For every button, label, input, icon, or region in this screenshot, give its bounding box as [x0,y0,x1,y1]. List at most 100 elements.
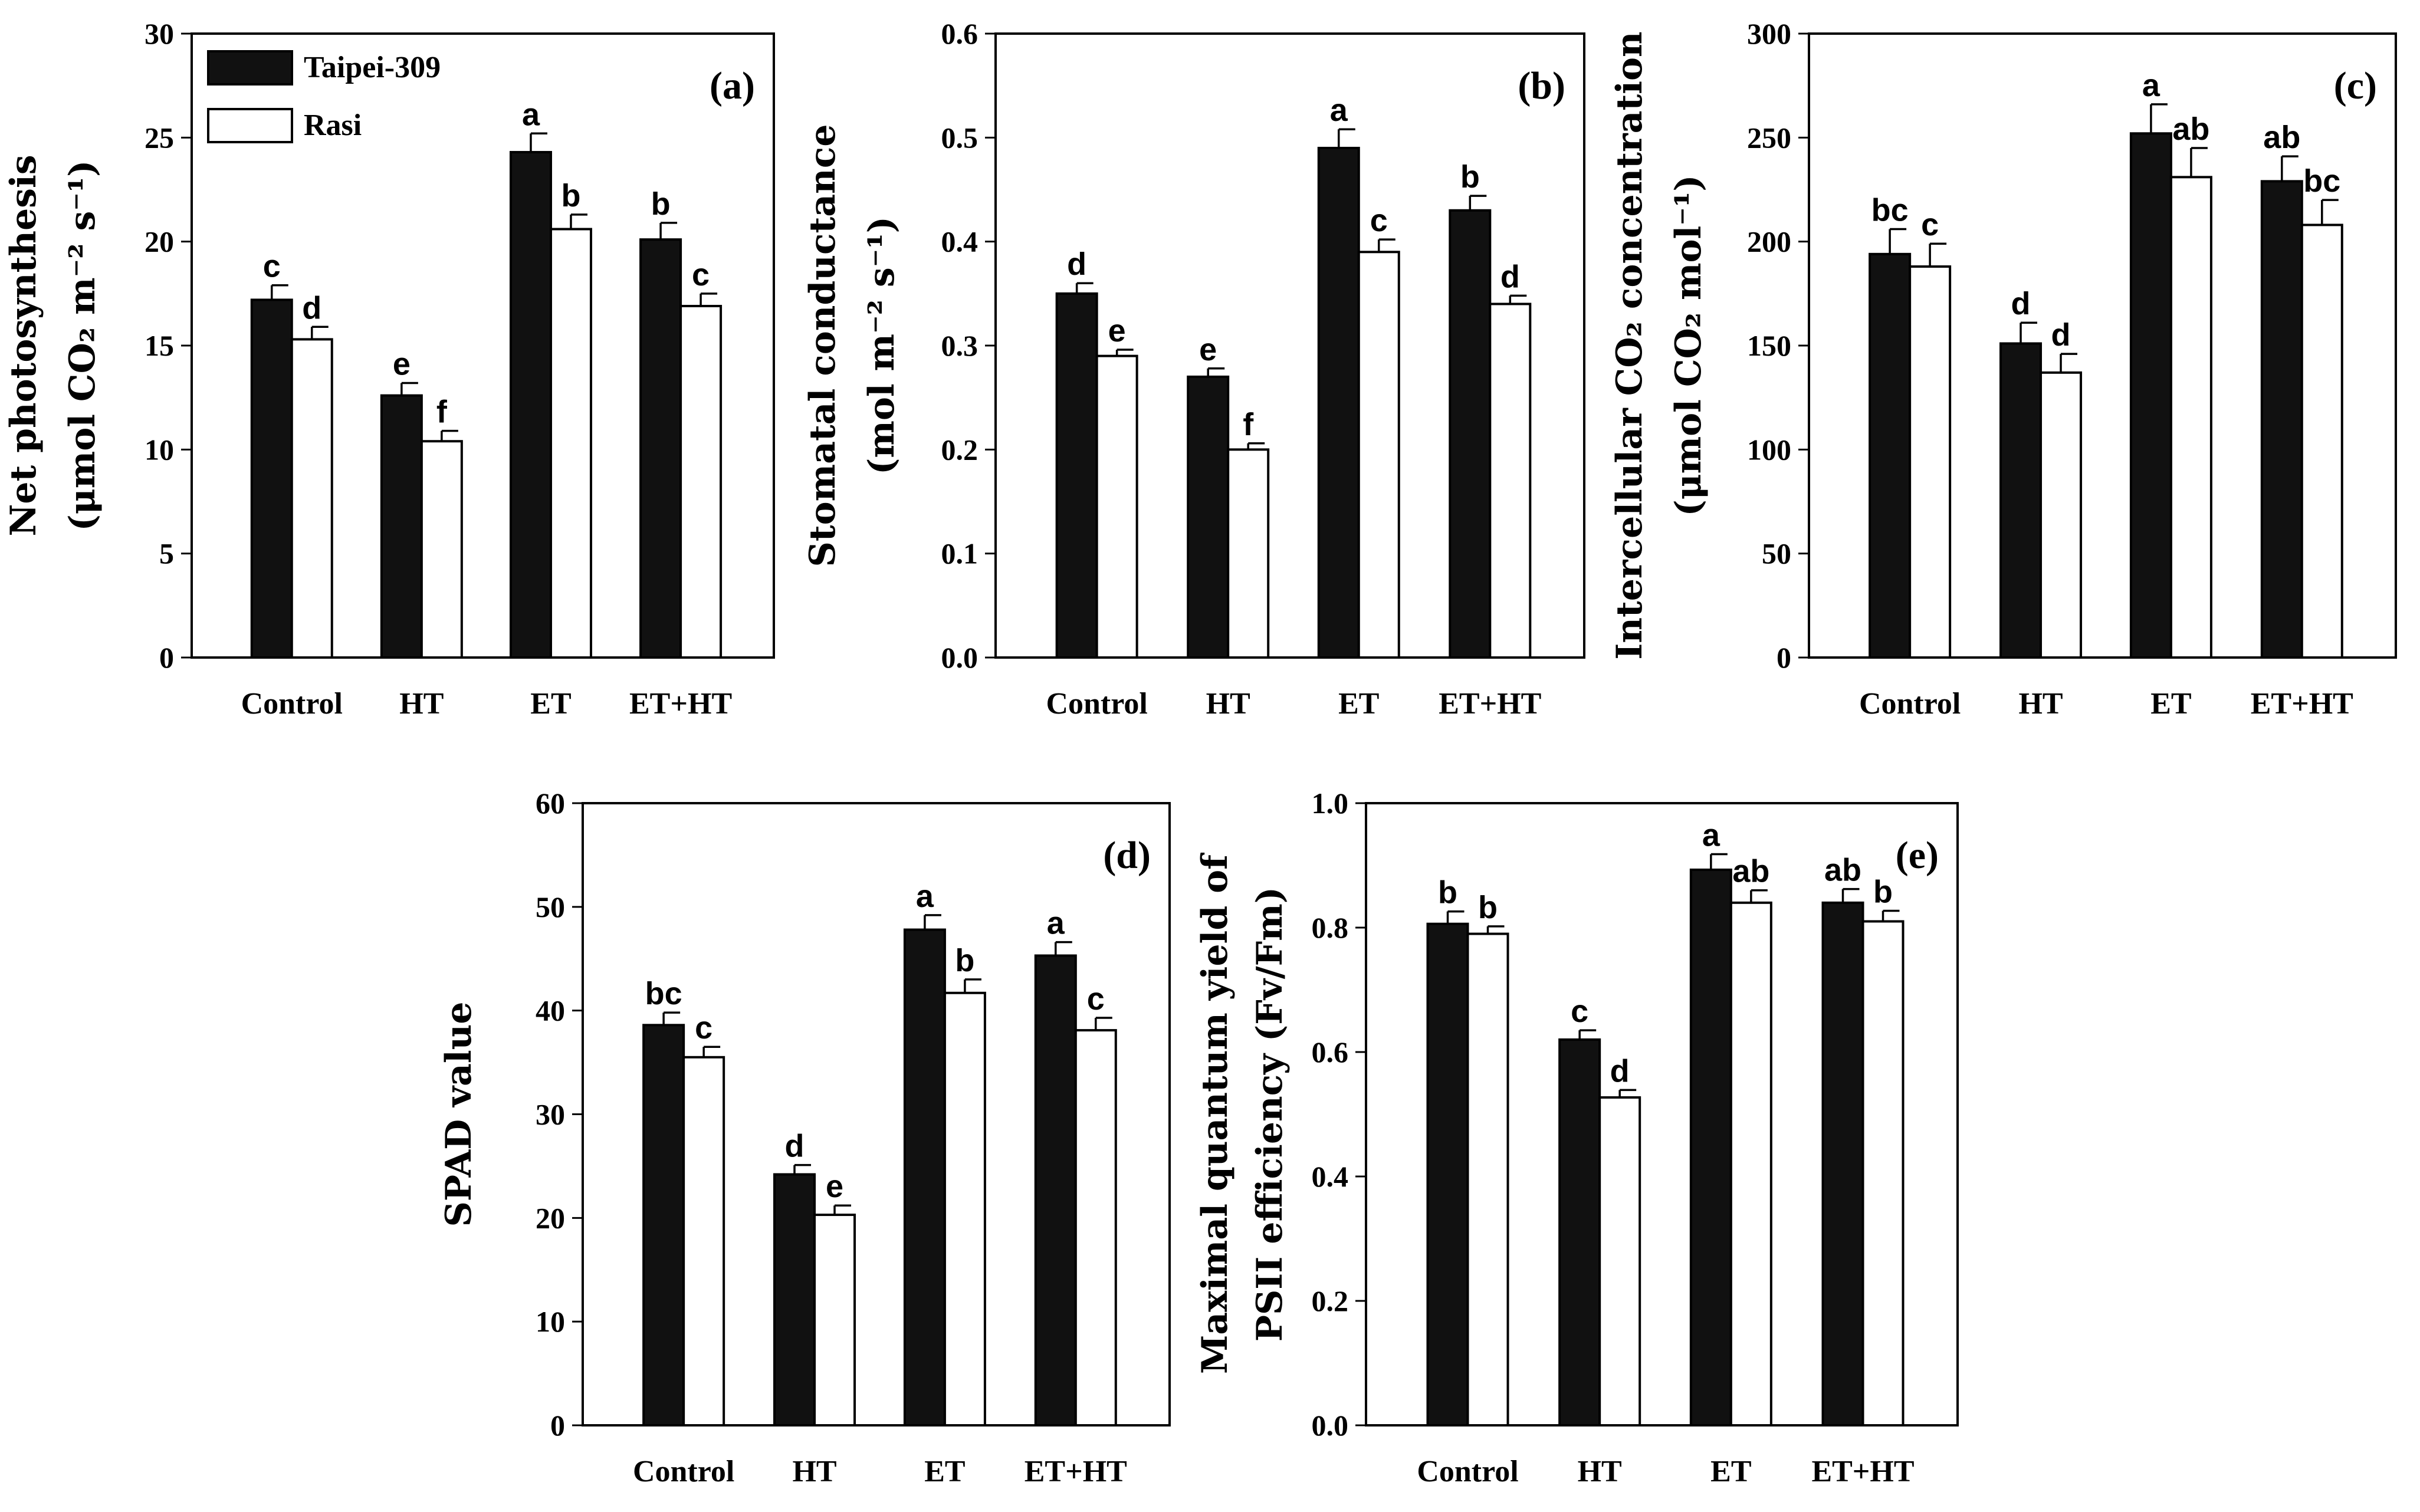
bar [682,1056,725,1426]
significance-letter: c [1370,203,1388,238]
bar [420,440,463,659]
bar [2040,371,2083,659]
bar [1489,303,1532,659]
bar [2169,176,2212,659]
y-tick-label: 300 [1747,17,1791,50]
bar [1034,954,1077,1426]
bar [1861,920,1905,1426]
bar [1869,252,1912,659]
y-axis-title: Stomatal conductance [802,124,843,567]
bar [2129,132,2172,659]
y-tick-label: 150 [1747,329,1791,362]
x-category-label: Control [1859,687,1961,721]
y-tick-label: 0.6 [941,17,978,50]
significance-letter: f [436,395,448,430]
significance-letter: a [1702,818,1720,853]
x-category-label: HT [1206,687,1250,721]
significance-letter: ab [1824,853,1861,888]
x-category-label: HT [1578,1455,1622,1488]
significance-letter: ab [2172,111,2209,147]
x-category-label: Control [1417,1455,1518,1488]
significance-letter: d [302,290,321,326]
panel-label: (a) [710,64,755,107]
y-tick-label: 0.0 [941,641,978,674]
bar [1074,1029,1117,1426]
bar [1426,922,1469,1427]
y-tick-label: 0.6 [1312,1036,1349,1069]
bar [773,1173,816,1426]
y-tick-label: 25 [145,121,174,154]
bar [943,991,986,1426]
significance-letter: e [1199,332,1217,367]
y-tick-label: 10 [536,1305,565,1338]
bar [1558,1038,1601,1426]
y-tick-label: 30 [536,1098,565,1131]
significance-letter: d [1067,246,1086,282]
y-tick-label: 30 [145,17,174,50]
y-axis-title: (μmol CO₂ mol⁻¹) [1668,175,1709,516]
y-tick-label: 250 [1747,121,1791,154]
bar [2260,180,2303,659]
significance-letter: e [826,1169,843,1204]
bar [1187,375,1230,659]
x-category-label: ET [1710,1455,1751,1488]
y-axis-title: (mol m⁻² s⁻¹) [861,216,902,475]
bar [1689,868,1732,1426]
bar [1357,251,1400,659]
bar [1729,901,1772,1427]
y-axis-title: Intercellular CO₂ concentration [1609,31,1650,659]
chart-legend: Taipei-309 Rasi [207,50,441,143]
x-category-label: ET [1338,687,1379,721]
y-tick-label: 15 [145,329,174,362]
y-tick-label: 100 [1747,433,1791,466]
bar [290,338,333,659]
panel-label: (c) [2334,64,2377,107]
significance-letter: a [916,879,934,914]
y-tick-label: 200 [1747,225,1791,258]
significance-letter: b [1460,159,1480,195]
significance-letter: d [1500,259,1520,294]
y-tick-label: 0.0 [1312,1409,1349,1442]
significance-letter: a [1330,93,1348,128]
bar [1095,354,1138,659]
significance-letter: b [561,178,580,213]
significance-letter: e [393,346,411,382]
significance-letter: d [785,1129,805,1164]
y-tick-label: 0 [1777,641,1791,674]
significance-letter: f [1243,407,1254,442]
y-tick-label: 50 [536,890,565,923]
significance-letter: b [651,186,671,222]
y-tick-label: 0.5 [941,121,978,154]
x-category-label: ET [530,687,571,721]
significance-letter: a [2142,68,2160,103]
y-axis-title: Maximal quantum yield of [1194,852,1236,1374]
plot-frame [1365,802,1959,1426]
significance-letter: bc [2303,163,2340,199]
significance-letter: c [1921,207,1939,242]
panel-label: (e) [1896,834,1939,877]
y-tick-label: 50 [1762,537,1791,570]
y-axis-title: PSII efficiency (Fv/Fm) [1249,887,1291,1342]
bar [1449,209,1492,659]
y-tick-label: 5 [159,537,174,570]
y-tick-label: 0.4 [941,225,978,258]
significance-letter: c [263,249,281,284]
significance-letter: ab [1732,854,1769,889]
y-tick-label: 0 [550,1409,565,1442]
bar [1999,342,2043,659]
x-category-label: HT [399,687,444,721]
bar [1227,448,1270,659]
significance-letter: c [1571,994,1588,1029]
significance-letter: b [955,943,974,978]
y-tick-label: 0.2 [941,433,978,466]
x-category-label: ET+HT [629,687,732,721]
y-tick-label: 40 [536,994,565,1027]
y-tick-label: 10 [145,433,174,466]
y-tick-label: 0.3 [941,329,978,362]
bar [1821,901,1864,1427]
panel-label: (b) [1518,64,1565,107]
y-axis-title: SPAD value [438,1002,480,1227]
